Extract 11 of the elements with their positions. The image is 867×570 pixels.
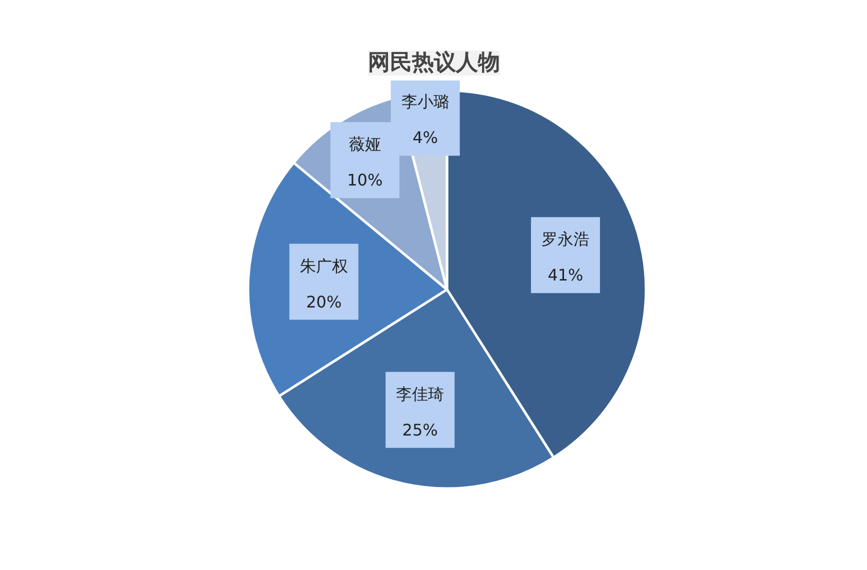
slice-label: 薇娅 (348, 134, 381, 154)
slice-label: 罗永浩 (541, 230, 590, 249)
slice-label: 朱广权 (300, 256, 348, 276)
data-label: 41% (548, 266, 584, 285)
data-label: 10% (347, 170, 383, 190)
data-label: 4% (412, 128, 438, 148)
slice-label: 李小璐 (401, 92, 450, 112)
data-label: 25% (402, 420, 438, 440)
chart-title: 网民热议人物 (368, 50, 500, 76)
slice-label: 李佳琦 (396, 384, 444, 404)
data-label: 20% (306, 292, 342, 312)
